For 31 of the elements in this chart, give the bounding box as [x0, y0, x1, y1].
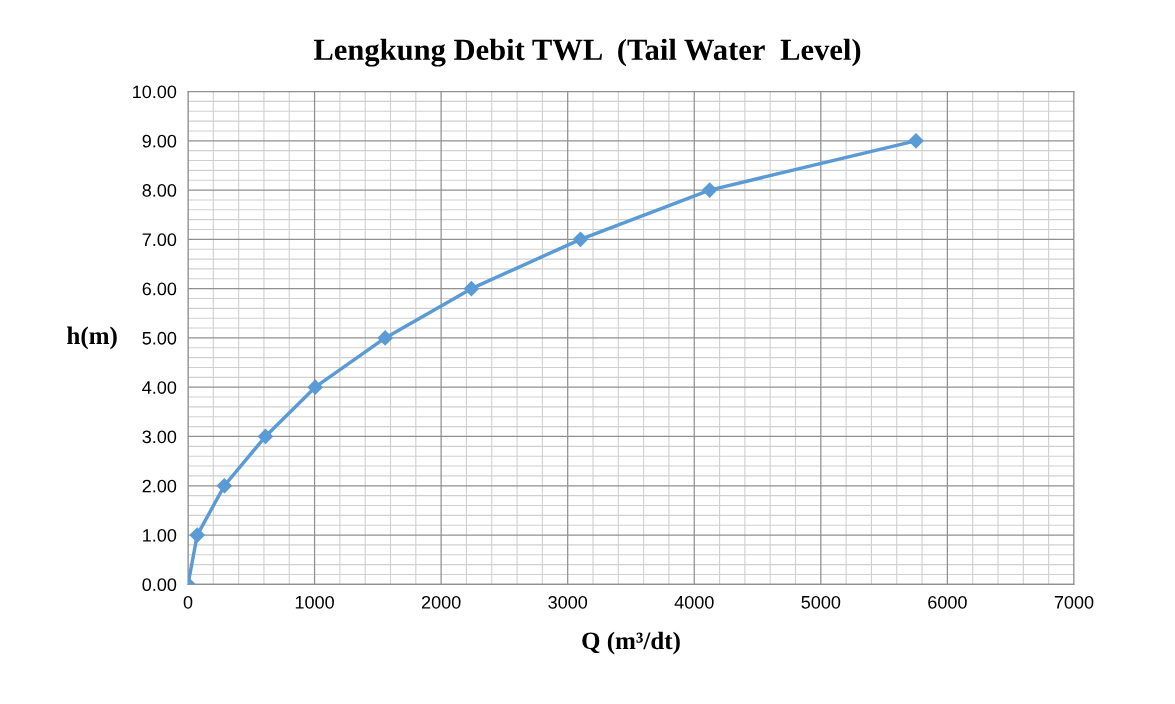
y-axis-title: h(m) [67, 326, 117, 350]
y-tick-label: 0.00 [142, 578, 177, 592]
point [463, 281, 479, 297]
chart-title: Lengkung Debit TWL (Tail Water Level) [313, 38, 861, 67]
point [216, 478, 232, 494]
point [702, 182, 718, 198]
y-tick-label: 9.00 [142, 134, 177, 148]
x-axis-title: Q (m³/dt) [582, 631, 680, 655]
y-tick-label: 8.00 [142, 184, 177, 197]
y-tick-label: 5.00 [142, 331, 177, 345]
point [908, 133, 924, 149]
y-tick-label: 6.00 [142, 282, 177, 296]
point [307, 379, 323, 395]
y-tick-label: 1.00 [143, 528, 177, 542]
point [572, 231, 589, 247]
y-tick-label: 3.00 [142, 430, 177, 444]
point [257, 428, 274, 445]
y-tick-label: 10.00 [133, 85, 177, 99]
x-tick-label: 1000 [295, 595, 334, 609]
x-tick-label: 4000 [674, 595, 714, 609]
point [189, 527, 205, 543]
x-tick-label: 3000 [548, 595, 588, 609]
x-tick-label: 5000 [801, 595, 841, 609]
x-tick-label: 0 [183, 595, 193, 609]
point [377, 330, 393, 346]
x-tick-label: 2000 [421, 595, 461, 609]
y-tick-label: 2.00 [142, 479, 177, 493]
y-tick-label: 4.00 [142, 381, 177, 394]
x-tick-label: 7000 [1054, 595, 1094, 609]
y-tick-label: 7.00 [142, 233, 177, 247]
x-tick-label: 6000 [928, 595, 967, 609]
